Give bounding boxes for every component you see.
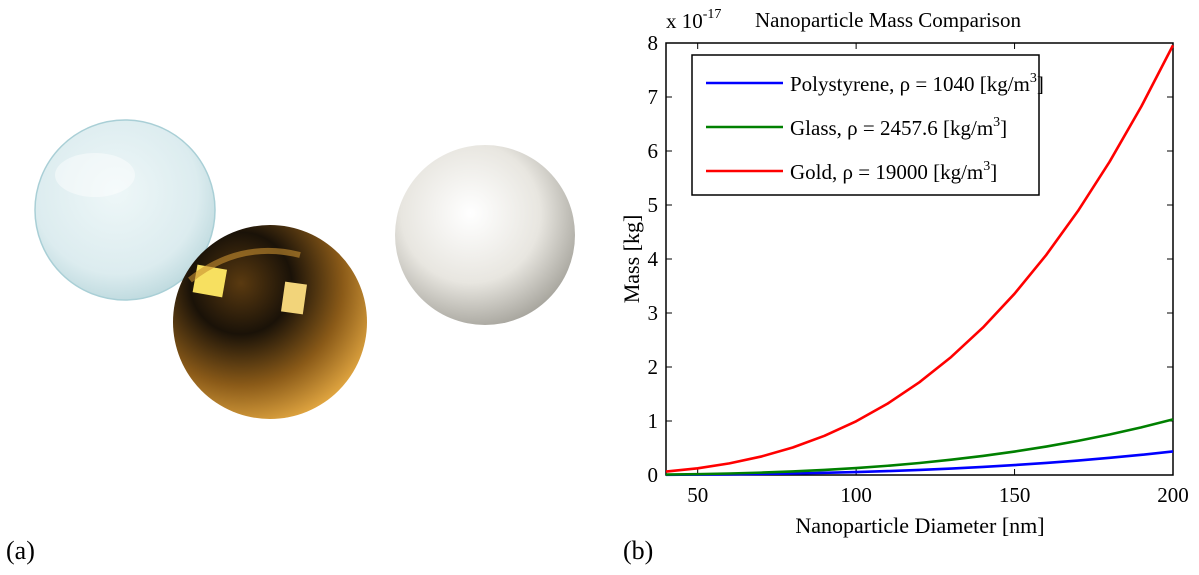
chart-title: Nanoparticle Mass Comparison [755, 8, 1021, 32]
polystyrene-sphere [395, 145, 575, 325]
x-tick-label: 150 [999, 483, 1031, 507]
gold-sphere [173, 225, 367, 419]
legend-label-2: Gold, ρ = 19000 [kg/m3] [790, 159, 997, 184]
spheres-illustration [34, 119, 575, 419]
y-tick-label: 5 [648, 193, 659, 217]
series-line-2 [665, 44, 1175, 473]
x-tick-label: 50 [687, 483, 708, 507]
panel-label-a: (a) [6, 536, 35, 565]
series-lines [665, 44, 1175, 477]
x-tick-label: 200 [1157, 483, 1189, 507]
legend-label-1: Glass, ρ = 2457.6 [kg/m3] [790, 115, 1007, 140]
y-axis-label: Mass [kg] [620, 215, 644, 304]
series-line-1 [665, 418, 1174, 476]
panel-label-b: (b) [623, 536, 654, 565]
legend-label-0: Polystyrene, ρ = 1040 [kg/m3] [790, 71, 1044, 96]
y-axis-ticks: 0 1 2 3 4 5 6 7 8 [648, 31, 1173, 487]
x-axis-ticks: 50 100 150 200 [687, 43, 1189, 507]
y-tick-label: 0 [648, 463, 659, 487]
y-tick-label: 2 [648, 355, 659, 379]
y-tick-label: 6 [648, 139, 659, 163]
x-axis-label: Nanoparticle Diameter [nm] [795, 513, 1044, 538]
y-tick-label: 8 [648, 31, 659, 55]
mass-chart: x 10-17 Nanoparticle Mass Comparison 0 1 2… [620, 7, 1189, 538]
y-tick-label: 7 [648, 85, 659, 109]
y-tick-label: 1 [648, 409, 659, 433]
x-tick-label: 100 [840, 483, 872, 507]
legend: Polystyrene, ρ = 1040 [kg/m3] Glass, ρ = … [691, 54, 1044, 196]
glass-sphere [34, 119, 216, 301]
y-multiplier: x 10-17 [666, 7, 721, 33]
y-tick-label: 4 [648, 247, 659, 271]
y-tick-label: 3 [648, 301, 659, 325]
